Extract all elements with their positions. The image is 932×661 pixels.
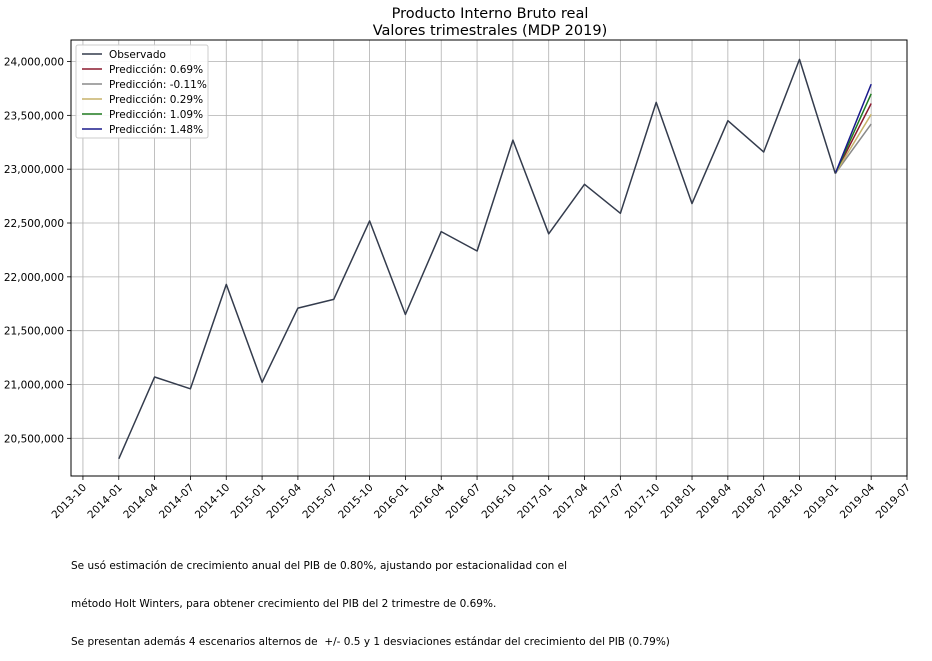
x-tick-label: 2019-04 <box>838 481 878 521</box>
chart-title-line-2: Valores trimestrales (MDP 2019) <box>373 23 607 39</box>
x-tick-label: 2015-10 <box>336 482 376 522</box>
x-tick-label: 2018-01 <box>659 482 699 522</box>
x-tick-label: 2016-04 <box>408 481 448 521</box>
y-tick-label: 22,500,000 <box>4 218 64 230</box>
x-tick-label: 2014-01 <box>85 482 125 522</box>
footnote-line-1: Se usó estimación de crecimiento anual d… <box>71 560 568 573</box>
y-tick-label: 21,500,000 <box>4 326 64 338</box>
x-tick-label: 2016-01 <box>372 482 412 522</box>
series-line-2 <box>834 123 872 174</box>
x-tick-label: 2014-04 <box>121 481 161 521</box>
footnote-line-3: Se presentan además 4 escenarios alterno… <box>71 635 670 648</box>
y-tick-label: 23,000,000 <box>4 164 64 176</box>
x-tick-label: 2017-10 <box>623 482 663 522</box>
legend-label: Predicción: 0.29% <box>109 94 203 106</box>
grid-lines <box>71 40 908 476</box>
legend-box <box>75 44 209 139</box>
chart-title-line-1: Producto Interno Bruto real <box>392 6 589 22</box>
series-line-3 <box>834 113 872 174</box>
y-tick-label: 22,000,000 <box>4 272 64 284</box>
y-tick-label: 21,000,000 <box>4 379 64 391</box>
legend-label: Predicción: 0.69% <box>109 64 203 76</box>
x-tick-label: 2017-04 <box>551 481 591 521</box>
gdp-line-chart: Producto Interno Bruto real Valores trim… <box>4 6 914 522</box>
legend-label: Predicción: 1.48% <box>109 124 203 136</box>
y-tick-label: 23,500,000 <box>4 110 64 122</box>
footnote: Se usó estimación de crecimiento anual d… <box>71 535 670 661</box>
x-tick-label: 2018-04 <box>694 481 734 521</box>
legend-label: Predicción: 1.09% <box>109 109 203 121</box>
x-tick-label: 2014-10 <box>193 482 233 522</box>
x-tick-label: 2015-07 <box>300 482 340 522</box>
x-tick-label: 2016-10 <box>479 482 519 522</box>
plot-frame <box>70 39 908 477</box>
series-lines <box>118 58 872 460</box>
legend-label: Observado <box>109 49 166 61</box>
x-tick-label: 2015-04 <box>265 481 305 521</box>
legend: Observado Predicción: 0.69% Predicción: -0… <box>75 44 209 139</box>
x-tick-label: 2018-10 <box>766 482 806 522</box>
x-tick-label: 2017-01 <box>515 482 555 522</box>
x-tick-label: 2015-01 <box>229 482 269 522</box>
x-tick-label: 2018-07 <box>730 482 770 522</box>
y-tick-label: 24,000,000 <box>4 57 64 69</box>
x-tick-label: 2016-07 <box>444 482 484 522</box>
x-tick-label: 2017-07 <box>587 482 627 522</box>
x-tick-label: 2019-01 <box>802 482 842 522</box>
series-line-0 <box>118 58 837 460</box>
y-tick-label: 20,500,000 <box>4 433 64 445</box>
footnote-line-2: método Holt Winters, para obtener crecim… <box>71 597 497 610</box>
x-tick-label: 2013-10 <box>50 482 90 522</box>
x-tick-label: 2019-07 <box>874 482 914 522</box>
legend-label: Predicción: -0.11% <box>109 79 207 91</box>
series-line-5 <box>834 83 872 174</box>
x-tick-label: 2014-07 <box>157 482 197 522</box>
